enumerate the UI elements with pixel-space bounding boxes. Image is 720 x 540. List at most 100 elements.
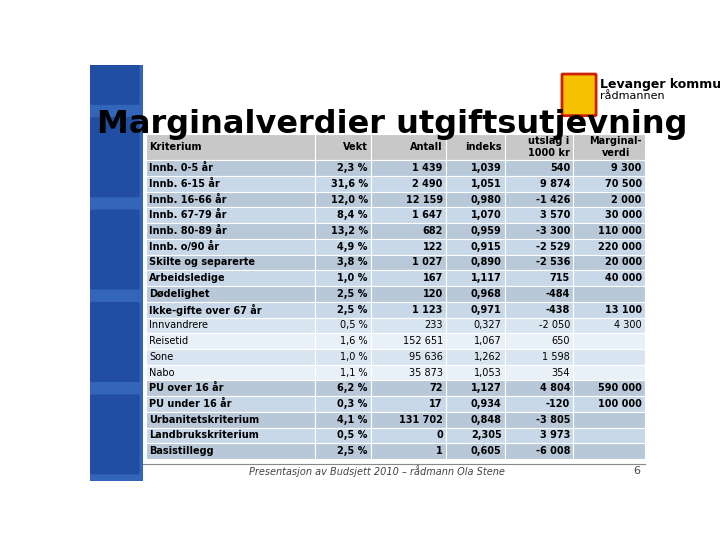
Bar [446, 286, 505, 302]
Bar [371, 271, 446, 286]
Text: 0,890: 0,890 [471, 258, 502, 267]
Bar [315, 134, 371, 160]
Bar [505, 223, 573, 239]
Text: 220 000: 220 000 [598, 242, 642, 252]
Bar [371, 396, 446, 412]
Bar [446, 192, 505, 207]
Text: 1,0 %: 1,0 % [340, 352, 368, 362]
Text: Presentasjon av Budsjett 2010 – rådmann Ola Stene: Presentasjon av Budsjett 2010 – rådmann … [249, 465, 505, 477]
Text: 0,5 %: 0,5 % [338, 430, 368, 441]
Bar [315, 271, 371, 286]
Text: 6: 6 [634, 467, 640, 476]
Text: 0,959: 0,959 [471, 226, 502, 236]
Text: 1,1 %: 1,1 % [340, 368, 368, 377]
Text: 122: 122 [423, 242, 443, 252]
Bar [315, 255, 371, 271]
Bar [573, 412, 645, 428]
Bar [371, 364, 446, 380]
Text: Levanger kommune: Levanger kommune [600, 78, 720, 91]
Text: Antall: Antall [410, 142, 443, 152]
Bar [446, 134, 505, 160]
Text: 1 647: 1 647 [413, 210, 443, 220]
Bar [145, 239, 315, 255]
Text: 2,305: 2,305 [471, 430, 502, 441]
Text: Reisetid: Reisetid [149, 336, 188, 346]
Bar [145, 271, 315, 286]
Text: 20 000: 20 000 [605, 258, 642, 267]
Bar [90, 65, 143, 481]
Text: 1,262: 1,262 [474, 352, 502, 362]
Bar [505, 302, 573, 318]
Text: 1,6 %: 1,6 % [340, 336, 368, 346]
Text: 3 570: 3 570 [540, 210, 570, 220]
Bar [505, 239, 573, 255]
Text: 3 973: 3 973 [540, 430, 570, 441]
Bar [573, 223, 645, 239]
Text: 0,934: 0,934 [471, 399, 502, 409]
Text: 12,0 %: 12,0 % [330, 194, 368, 205]
Bar [315, 396, 371, 412]
Text: 1,117: 1,117 [471, 273, 502, 283]
Bar [505, 443, 573, 459]
Text: 540: 540 [550, 163, 570, 173]
Bar [573, 271, 645, 286]
Text: 1,0 %: 1,0 % [338, 273, 368, 283]
Text: Dødelighet: Dødelighet [149, 289, 210, 299]
Bar [371, 380, 446, 396]
Text: 72: 72 [429, 383, 443, 393]
Bar [315, 192, 371, 207]
Text: 0,915: 0,915 [471, 242, 502, 252]
Text: 1 598: 1 598 [542, 352, 570, 362]
Bar [371, 286, 446, 302]
Text: 1,039: 1,039 [471, 163, 502, 173]
Bar [145, 160, 315, 176]
Text: Innb. 16-66 år: Innb. 16-66 år [149, 194, 226, 205]
Text: 120: 120 [423, 289, 443, 299]
Bar [315, 428, 371, 443]
Bar [573, 396, 645, 412]
Bar [505, 318, 573, 333]
Text: 1,053: 1,053 [474, 368, 502, 377]
Text: Basistillegg: Basistillegg [149, 446, 214, 456]
Text: 2 000: 2 000 [611, 194, 642, 205]
Bar [505, 428, 573, 443]
Text: -2 536: -2 536 [536, 258, 570, 267]
Text: Urbanitetskriterium: Urbanitetskriterium [149, 415, 259, 425]
FancyBboxPatch shape [90, 302, 140, 382]
Bar [573, 286, 645, 302]
Text: Marginal-
verdi: Marginal- verdi [589, 137, 642, 158]
Text: 152 651: 152 651 [402, 336, 443, 346]
Text: 1,127: 1,127 [471, 383, 502, 393]
Text: rådmannen: rådmannen [600, 91, 665, 102]
Text: 233: 233 [424, 320, 443, 330]
FancyBboxPatch shape [90, 394, 140, 475]
FancyBboxPatch shape [562, 74, 596, 116]
Bar [446, 396, 505, 412]
Text: 100 000: 100 000 [598, 399, 642, 409]
Bar [145, 255, 315, 271]
Bar [145, 443, 315, 459]
Text: -3 300: -3 300 [536, 226, 570, 236]
Text: 1 123: 1 123 [413, 305, 443, 315]
Text: 715: 715 [550, 273, 570, 283]
Bar [315, 443, 371, 459]
Bar [505, 349, 573, 365]
Bar [145, 333, 315, 349]
Text: PU under 16 år: PU under 16 år [149, 399, 231, 409]
Bar [573, 160, 645, 176]
FancyBboxPatch shape [90, 25, 140, 105]
Text: 13 100: 13 100 [605, 305, 642, 315]
Bar [145, 286, 315, 302]
Bar [446, 318, 505, 333]
Text: Arbeidsledige: Arbeidsledige [149, 273, 225, 283]
Text: 3,8 %: 3,8 % [337, 258, 368, 267]
Bar [446, 302, 505, 318]
Text: Landbrukskriterium: Landbrukskriterium [149, 430, 258, 441]
Text: -2 529: -2 529 [536, 242, 570, 252]
Bar [315, 176, 371, 192]
Text: 167: 167 [423, 273, 443, 283]
Bar [505, 134, 573, 160]
Bar [145, 207, 315, 223]
Text: 2,5 %: 2,5 % [338, 289, 368, 299]
Bar [145, 412, 315, 428]
